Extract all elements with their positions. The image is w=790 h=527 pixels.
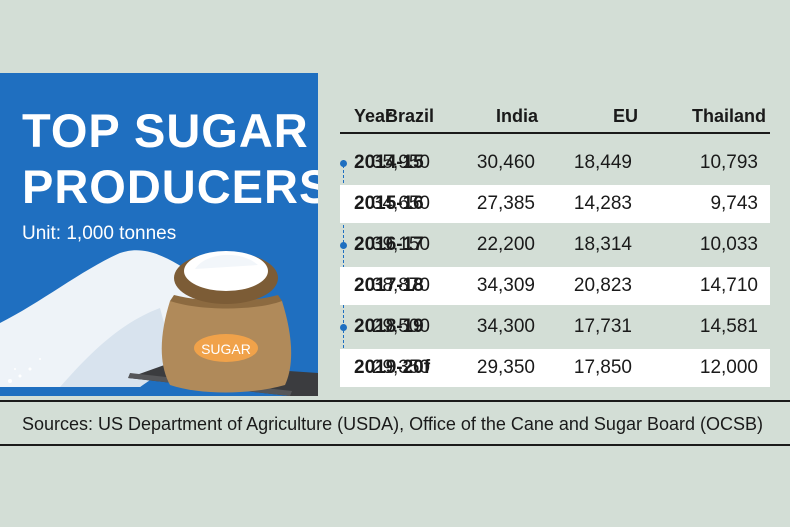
sack-label: SUGAR (201, 341, 251, 357)
sack-label-oval (194, 334, 258, 362)
cell-thailand: 10,793 (699, 152, 758, 173)
cell-year: 2019-20f (354, 357, 431, 378)
table-row: 2018-19 29,500 34,300 17,731 14,581 (340, 308, 770, 346)
title-panel: TOP SUGAR PRODUCERS Unit: 1,000 tonnes S… (0, 73, 318, 396)
cell-eu: 18,449 (573, 152, 632, 173)
divider-bottom (0, 444, 790, 446)
table-row: 2016-17 39,150 22,200 18,314 10,033 (340, 226, 770, 264)
table-row: 2019-20f 29,350 29,350 17,850 12,000 (340, 349, 770, 387)
page-title: TOP SUGAR PRODUCERS (22, 104, 318, 213)
cell-brazil: 38,870 (371, 275, 430, 296)
sugar-sack-illustration: SUGAR (0, 250, 318, 396)
cell-india: 30,460 (476, 152, 535, 173)
column-header-eu: EU (612, 106, 638, 126)
cell-thailand: 12,000 (699, 357, 758, 378)
cell-thailand: 14,710 (699, 275, 758, 296)
cell-brazil: 34,650 (371, 193, 430, 214)
cell-year: 2018-19 (354, 316, 424, 337)
cell-brazil: 39,150 (371, 234, 430, 255)
table-row: 2014-15 35,950 30,460 18,449 10,793 (340, 144, 770, 182)
cell-eu: 20,823 (573, 275, 632, 296)
cell-india: 29,350 (476, 357, 535, 378)
cell-thailand: 10,033 (699, 234, 758, 255)
table-row: 2017-18 38,870 34,309 20,823 14,710 (340, 267, 770, 305)
source-note: Sources: US Department of Agriculture (U… (22, 414, 763, 434)
divider-top (0, 400, 790, 402)
column-header-year: Year (354, 106, 393, 126)
column-header-india: India (495, 106, 538, 126)
table-header: Year Brazil India EU Thailand (340, 100, 770, 134)
timeline-dot (340, 160, 347, 167)
cell-thailand: 14,581 (699, 316, 758, 337)
column-header-brazil: Brazil (384, 106, 434, 126)
unit-label: Unit: 1,000 tonnes (22, 223, 177, 244)
table-row: 2015-16 34,650 27,385 14,283 9,743 (340, 185, 770, 223)
cell-india: 34,309 (476, 275, 535, 296)
cell-eu: 17,731 (573, 316, 632, 337)
cell-india: 22,200 (476, 234, 535, 255)
cell-eu: 14,283 (573, 193, 632, 214)
timeline-dot (340, 324, 347, 331)
cell-year: 2016-17 (354, 234, 424, 255)
cell-brazil: 35,950 (371, 152, 430, 173)
cell-brazil: 29,500 (371, 316, 430, 337)
cell-india: 27,385 (476, 193, 535, 214)
cell-year: 2017-18 (354, 275, 424, 296)
cell-year: 2015-16 (354, 193, 424, 214)
timeline-dot (340, 242, 347, 249)
cell-brazil: 29,350 (371, 357, 430, 378)
cell-thailand: 9,743 (710, 193, 758, 214)
cell-eu: 17,850 (573, 357, 632, 378)
column-header-thailand: Thailand (691, 106, 766, 126)
cell-year: 2014-15 (354, 152, 424, 173)
sugar-pile-shade (60, 308, 175, 387)
cell-eu: 18,314 (573, 234, 632, 255)
cell-india: 34,300 (476, 316, 535, 337)
